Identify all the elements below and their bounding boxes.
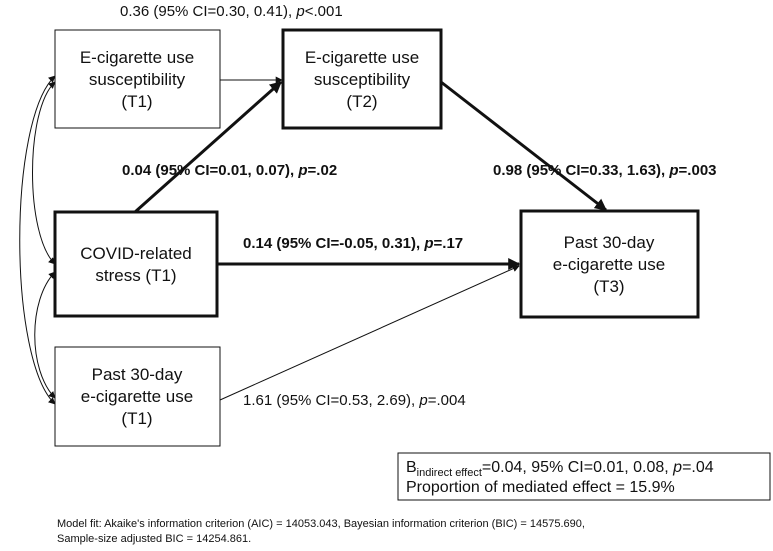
path-arrow [440, 80, 607, 212]
p-symbol: p [672, 459, 682, 476]
node-label: (T1) [121, 92, 152, 111]
node-label: E-cigarette use [80, 48, 194, 67]
p-value: =.02 [308, 162, 338, 179]
p-value: =.17 [434, 235, 464, 252]
p-value: =.003 [679, 162, 717, 179]
node-label: Past 30-day [564, 233, 655, 252]
edge-label: 0.98 (95% CI=0.33, 1.63), p=.003 [493, 162, 717, 179]
node-box [54, 29, 221, 129]
subscript: indirect effect [417, 467, 482, 479]
p-value: <.001 [305, 3, 343, 20]
estimate: 0.36 (95% CI=0.30, 0.41), [120, 3, 296, 20]
footnote: Model fit: Akaike's information criterio… [57, 518, 585, 530]
covariance [32, 81, 56, 265]
node-label: COVID-related [80, 244, 191, 263]
p-symbol: p [423, 235, 433, 252]
node-box [281, 28, 443, 130]
p-value: =.004 [428, 392, 466, 409]
covariance [34, 271, 56, 399]
path-arrow [134, 80, 282, 214]
p-symbol: p [297, 162, 307, 179]
node-label: (T2) [346, 92, 377, 111]
node-label: e-cigarette use [553, 255, 665, 274]
arrows [19, 75, 607, 405]
edge-label: 0.36 (95% CI=0.30, 0.41), p<.001 [120, 3, 343, 20]
edge-label: 0.14 (95% CI=-0.05, 0.31), p=.17 [243, 235, 463, 252]
estimate: 1.61 (95% CI=0.53, 2.69), [243, 392, 419, 409]
edge-label: 1.61 (95% CI=0.53, 2.69), p=.004 [243, 392, 466, 409]
node-label: susceptibility [89, 70, 186, 89]
estimate: 0.04 (95% CI=0.01, 0.07), [122, 162, 298, 179]
p-symbol: p [295, 3, 304, 20]
symbol: B [406, 459, 417, 476]
node-label: susceptibility [314, 70, 411, 89]
node-box [519, 209, 700, 319]
node-label: stress (T1) [95, 266, 176, 285]
path-arrow [219, 265, 520, 401]
stats-box [397, 452, 771, 501]
boxes [53, 28, 771, 501]
covariance [19, 75, 56, 405]
node-labels: E-cigarette use susceptibility (T1) E-cigar… [80, 48, 665, 428]
mediated-proportion: Proportion of mediated effect = 15.9% [406, 479, 675, 496]
p-symbol: p [668, 162, 678, 179]
estimate: =0.04, 95% CI=0.01, 0.08, [482, 459, 673, 476]
estimate: 0.14 (95% CI=-0.05, 0.31), [243, 235, 424, 252]
node-label: (T1) [121, 409, 152, 428]
indirect-effect: Bindirect effect=0.04, 95% CI=0.01, 0.08… [406, 459, 714, 479]
node-label: (T3) [593, 277, 624, 296]
node-label: Past 30-day [92, 365, 183, 384]
p-symbol: p [418, 392, 427, 409]
estimate: 0.98 (95% CI=0.33, 1.63), [493, 162, 669, 179]
node-box [53, 210, 219, 318]
edge-label: 0.04 (95% CI=0.01, 0.07), p=.02 [122, 162, 337, 179]
footnote: Sample-size adjusted BIC = 14254.861. [57, 533, 251, 545]
node-box [54, 346, 221, 447]
node-label: E-cigarette use [305, 48, 419, 67]
node-label: e-cigarette use [81, 387, 193, 406]
p-value: =.04 [682, 459, 714, 476]
